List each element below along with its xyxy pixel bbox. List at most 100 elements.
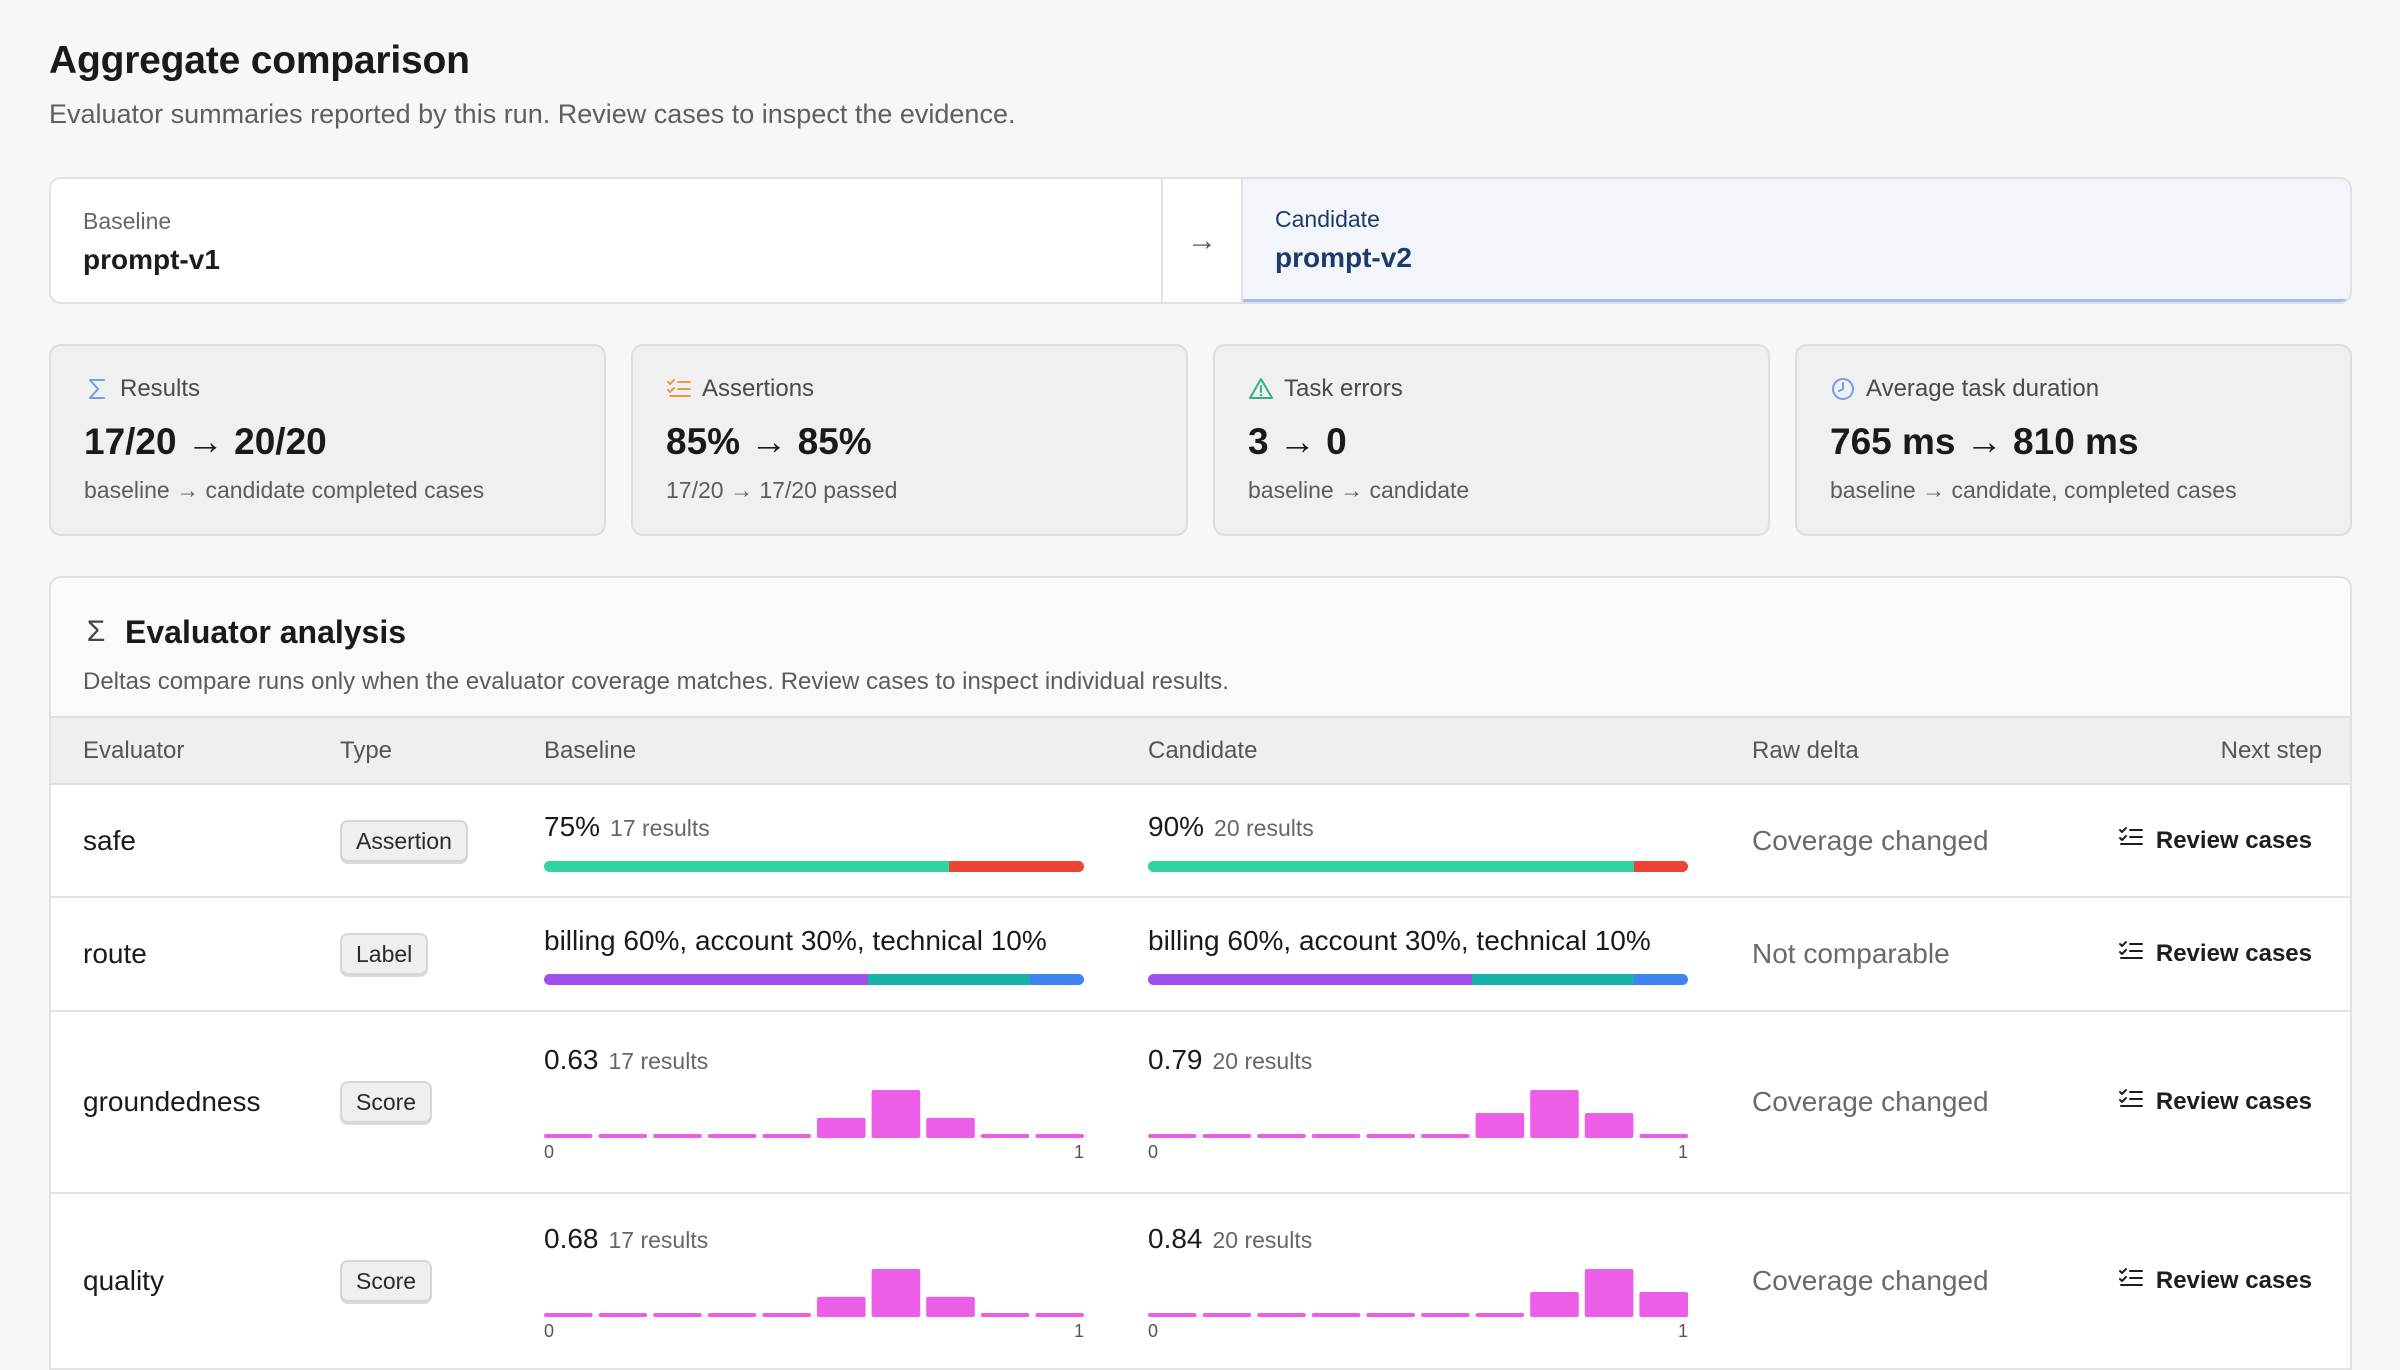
result-count: 20 results bbox=[1212, 1226, 1313, 1253]
baseline-run[interactable]: Baseline prompt-v1 bbox=[51, 179, 1161, 302]
review-cases-label: Review cases bbox=[2155, 826, 2312, 854]
histogram-bin bbox=[1035, 1133, 1084, 1138]
histogram-bin bbox=[871, 1268, 921, 1317]
candidate-run[interactable]: Candidate prompt-v2 bbox=[1243, 179, 2350, 302]
baseline-metric: billing 60%, account 30%, technical 10% bbox=[544, 924, 1084, 985]
stat-detail: 17/20 → 17/20 passed bbox=[666, 477, 898, 503]
warning-triangle-icon bbox=[1248, 376, 1274, 402]
axis-min-label: 0 bbox=[544, 1320, 555, 1341]
review-cases-label: Review cases bbox=[2155, 940, 2312, 967]
metric-value: 0.84 bbox=[1148, 1222, 1203, 1254]
table-row: safe Assertion 75% 17 results 90% 20 results C… bbox=[51, 784, 2350, 897]
sigma-icon bbox=[84, 376, 110, 402]
stat-label: Results bbox=[120, 375, 201, 402]
stat-card-average-duration: Average task duration 765 ms → 810 ms ba… bbox=[1795, 344, 2352, 536]
fail-segment bbox=[949, 860, 1084, 872]
result-count: 17 results bbox=[608, 1226, 709, 1253]
axis-max-label: 1 bbox=[1677, 1320, 1688, 1341]
histogram-bin bbox=[1311, 1133, 1361, 1138]
checklist-icon bbox=[666, 376, 692, 402]
next-step-cell: Review cases bbox=[2060, 1011, 2350, 1193]
evaluator-name: safe bbox=[83, 824, 136, 856]
histogram-bin bbox=[1584, 1268, 1634, 1317]
column-header-candidate: Candidate bbox=[1148, 736, 1258, 764]
histogram-bin bbox=[653, 1133, 702, 1138]
run-comparison-bar: Baseline prompt-v1 → Candidate prompt-v2 bbox=[49, 177, 2352, 304]
histogram-bin bbox=[1639, 1291, 1688, 1317]
table-row: groundedness Score 0.63 17 results 0 1 0.79 20 … bbox=[51, 1011, 2350, 1193]
checklist-icon bbox=[2118, 826, 2144, 855]
stat-value: 765 ms → 810 ms bbox=[1830, 421, 2139, 462]
histogram-bin bbox=[707, 1133, 757, 1138]
axis-min-label: 0 bbox=[1148, 1141, 1159, 1162]
metric-value: 0.63 bbox=[544, 1043, 599, 1075]
histogram-bin bbox=[871, 1089, 921, 1138]
histogram-bin bbox=[1202, 1133, 1252, 1138]
review-cases-button[interactable]: Review cases bbox=[2102, 932, 2328, 977]
type-cell: Score bbox=[308, 1011, 512, 1193]
histogram-bin bbox=[598, 1312, 648, 1317]
label-segment bbox=[544, 973, 868, 985]
metric-summary: 0.68 17 results bbox=[544, 1222, 1084, 1257]
fail-segment bbox=[1634, 860, 1688, 872]
stat-card-assertions: Assertions 85% → 85% 17/20 → 17/20 passe… bbox=[631, 344, 1188, 536]
table-row: quality Score 0.68 17 results 0 1 0.84 20 resul… bbox=[51, 1193, 2350, 1369]
metric-value: 0.68 bbox=[544, 1222, 599, 1254]
type-cell: Assertion bbox=[308, 784, 512, 897]
metric-value: 0.79 bbox=[1148, 1043, 1203, 1075]
arrow-right-icon: → bbox=[1161, 179, 1243, 302]
histogram-bin bbox=[598, 1133, 648, 1138]
label-distribution-bar bbox=[544, 973, 1084, 985]
review-cases-button[interactable]: Review cases bbox=[2102, 1259, 2328, 1304]
histogram-bin bbox=[980, 1133, 1030, 1138]
histogram-bin bbox=[926, 1296, 975, 1317]
histogram-bin bbox=[1475, 1312, 1525, 1317]
histogram-bin bbox=[1584, 1112, 1634, 1138]
candidate-metric-cell: 90% 20 results bbox=[1116, 784, 1720, 897]
checklist-icon bbox=[2118, 1088, 2144, 1117]
histogram-bin bbox=[544, 1312, 593, 1317]
checklist-icon bbox=[2118, 940, 2144, 969]
baseline-metric-cell: 75% 17 results bbox=[512, 784, 1116, 897]
histogram-bin bbox=[1530, 1291, 1579, 1317]
stat-detail: baseline → candidate, completed cases bbox=[1830, 477, 2237, 503]
pass-segment bbox=[544, 860, 949, 872]
histogram-bin bbox=[762, 1312, 811, 1317]
axis-max-label: 1 bbox=[1677, 1141, 1688, 1162]
histogram-bin bbox=[1475, 1112, 1525, 1138]
stat-cards: Results 17/20 → 20/20 baseline → candida… bbox=[49, 344, 2352, 536]
candidate-metric: billing 60%, account 30%, technical 10% bbox=[1148, 924, 1688, 985]
histogram-bin bbox=[544, 1133, 593, 1138]
page: Aggregate comparison Evaluator summaries… bbox=[49, 36, 2352, 1370]
histogram-bin bbox=[1421, 1133, 1470, 1138]
clock-icon bbox=[1830, 376, 1856, 402]
column-header-raw-delta: Raw delta bbox=[1752, 736, 1859, 764]
axis-min-label: 0 bbox=[1148, 1320, 1159, 1341]
stat-detail: baseline → candidate bbox=[1248, 477, 1470, 503]
axis-max-label: 1 bbox=[1073, 1141, 1084, 1162]
type-badge: Assertion bbox=[340, 819, 468, 862]
result-count: 20 results bbox=[1214, 814, 1314, 841]
histogram-bin bbox=[1421, 1312, 1470, 1317]
column-header-baseline: Baseline bbox=[544, 736, 637, 764]
histogram-bin bbox=[1035, 1312, 1084, 1317]
sigma-icon: Σ bbox=[86, 615, 106, 648]
stat-label: Task errors bbox=[1284, 375, 1403, 402]
metric-summary: 0.84 20 results bbox=[1148, 1222, 1688, 1257]
baseline-metric-cell: billing 60%, account 30%, technical 10% bbox=[512, 897, 1116, 1011]
candidate-metric: 0.79 20 results 0 1 bbox=[1148, 1043, 1688, 1162]
column-header-type: Type bbox=[340, 736, 393, 764]
review-cases-button[interactable]: Review cases bbox=[2102, 1080, 2328, 1125]
pass-fail-bar bbox=[544, 860, 1084, 872]
review-cases-button[interactable]: Review cases bbox=[2102, 818, 2328, 863]
histogram-bin bbox=[707, 1312, 757, 1317]
histogram-bin bbox=[1311, 1312, 1361, 1317]
result-count: 17 results bbox=[608, 1047, 709, 1074]
baseline-metric: 0.63 17 results 0 1 bbox=[544, 1043, 1084, 1162]
axis-min-label: 0 bbox=[544, 1141, 555, 1162]
histogram-bin bbox=[1366, 1312, 1415, 1317]
label-segment bbox=[1472, 973, 1634, 985]
label-segment bbox=[1030, 973, 1084, 985]
